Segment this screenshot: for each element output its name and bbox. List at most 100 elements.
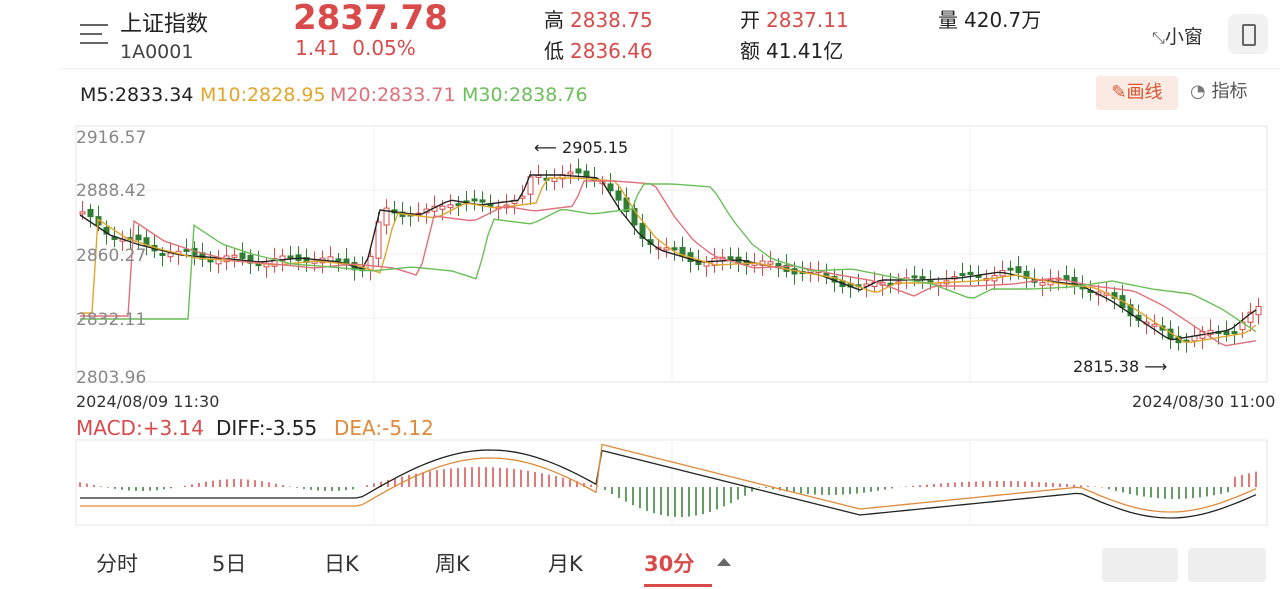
- ma-line: [80, 180, 1257, 347]
- candle: [631, 208, 638, 226]
- tab-5day[interactable]: 5日: [212, 552, 247, 576]
- candle: [527, 176, 534, 195]
- end-date: 2024/08/30 11:00: [1132, 392, 1276, 411]
- candle: [87, 208, 94, 218]
- candle: [239, 252, 246, 259]
- candle: [615, 190, 622, 201]
- current-price: 2837.78: [293, 0, 448, 38]
- price-change: 1.41 0.05%: [295, 36, 416, 60]
- candle: [455, 203, 462, 207]
- candle: [375, 221, 382, 259]
- candle: [671, 247, 678, 251]
- candle: [1023, 270, 1030, 279]
- draw-line-button[interactable]: ✎画线: [1096, 76, 1178, 110]
- ma-line: [80, 183, 1257, 333]
- y-tick: 2832.11: [76, 310, 147, 330]
- candle: [439, 205, 446, 210]
- candle: [471, 198, 478, 202]
- candle: [367, 255, 374, 271]
- pencil-icon: ✎: [1111, 82, 1127, 103]
- candle: [1127, 304, 1134, 317]
- candle: [551, 177, 558, 182]
- candle: [1255, 305, 1262, 316]
- candle: [1015, 266, 1022, 274]
- ma10-label: M10:2828.95: [200, 84, 326, 106]
- ma5-label: M5:2833.34: [80, 84, 194, 106]
- amount-stat: 额 41.41亿: [740, 39, 844, 63]
- y-tick: 2888.42: [76, 181, 147, 201]
- macd-value: MACD:+3.14: [76, 416, 204, 440]
- candle: [967, 271, 974, 276]
- candle: [663, 247, 670, 251]
- candle: [775, 262, 782, 267]
- ma-line: [79, 174, 1257, 341]
- tab-weekly[interactable]: 周K: [435, 552, 470, 576]
- candle: [639, 223, 646, 239]
- candle: [159, 252, 166, 256]
- candle: [271, 258, 278, 267]
- stock-name: 上证指数: [120, 12, 209, 37]
- candle: [767, 261, 774, 265]
- y-tick: 2916.57: [76, 128, 147, 148]
- blurred-button[interactable]: [1102, 548, 1178, 582]
- candle: [959, 273, 966, 277]
- candle: [479, 199, 486, 203]
- diff-line: [80, 449, 1257, 519]
- candle: [919, 276, 926, 280]
- candle: [575, 168, 582, 174]
- indicator-button[interactable]: ◔ 指标: [1190, 81, 1248, 102]
- candle: [287, 255, 294, 259]
- candle: [607, 183, 614, 192]
- candle: [335, 258, 342, 262]
- diff-value: DIFF:-3.55: [216, 416, 318, 440]
- candle: [135, 234, 142, 241]
- blurred-button[interactable]: [1188, 548, 1266, 582]
- low-stat: 低 2836.46: [544, 39, 653, 63]
- candle: [911, 275, 918, 279]
- tab-monthly[interactable]: 月K: [548, 552, 583, 576]
- ma20-label: M20:2833.71: [330, 84, 456, 106]
- tab-daily[interactable]: 日K: [324, 552, 359, 576]
- low-annotation: 2815.38 ⟶: [1073, 357, 1168, 376]
- candle: [1247, 311, 1254, 323]
- candle: [1007, 267, 1014, 271]
- high-annotation: ⟵ 2905.15: [534, 138, 629, 157]
- dea-line: [80, 443, 1257, 513]
- divider: [60, 68, 1280, 69]
- open-stat: 开 2837.11: [740, 8, 849, 32]
- candle: [583, 170, 590, 178]
- candle: [231, 254, 238, 258]
- menu-icon[interactable]: [80, 24, 108, 46]
- high-stat: 高 2838.75: [544, 8, 653, 32]
- stock-code: 1A0001: [120, 41, 194, 63]
- candle: [1151, 323, 1158, 327]
- tab-30min[interactable]: 30分: [644, 552, 695, 576]
- period-tabs: 分时 5日 日K 周K 月K 30分: [0, 538, 1280, 589]
- candle: [1231, 331, 1238, 335]
- candle: [207, 259, 214, 263]
- candle: [383, 207, 390, 226]
- candle: [447, 204, 454, 209]
- tab-fenshi[interactable]: 分时: [96, 552, 138, 576]
- candle: [1039, 282, 1046, 286]
- candle: [183, 248, 190, 252]
- caret-up-icon[interactable]: [717, 558, 731, 566]
- candle: [79, 211, 86, 215]
- volume-stat: 量 420.7万: [938, 8, 1042, 32]
- candle: [823, 272, 830, 276]
- candle: [727, 256, 734, 261]
- candle: [695, 260, 702, 265]
- start-date: 2024/08/09 11:30: [76, 392, 220, 411]
- indicator-icon: ◔: [1190, 81, 1206, 102]
- candle: [535, 175, 542, 179]
- y-tick: 2860.27: [76, 246, 147, 266]
- y-tick: 2803.96: [76, 368, 147, 388]
- candle: [743, 259, 750, 266]
- candle: [567, 171, 574, 175]
- active-tab-indicator: [644, 584, 712, 587]
- small-window-button[interactable]: ⤡小窗: [1152, 26, 1203, 48]
- phone-icon[interactable]: [1228, 14, 1268, 54]
- shrink-icon: ⤡: [1152, 28, 1165, 47]
- dea-value: DEA:-5.12: [334, 416, 434, 440]
